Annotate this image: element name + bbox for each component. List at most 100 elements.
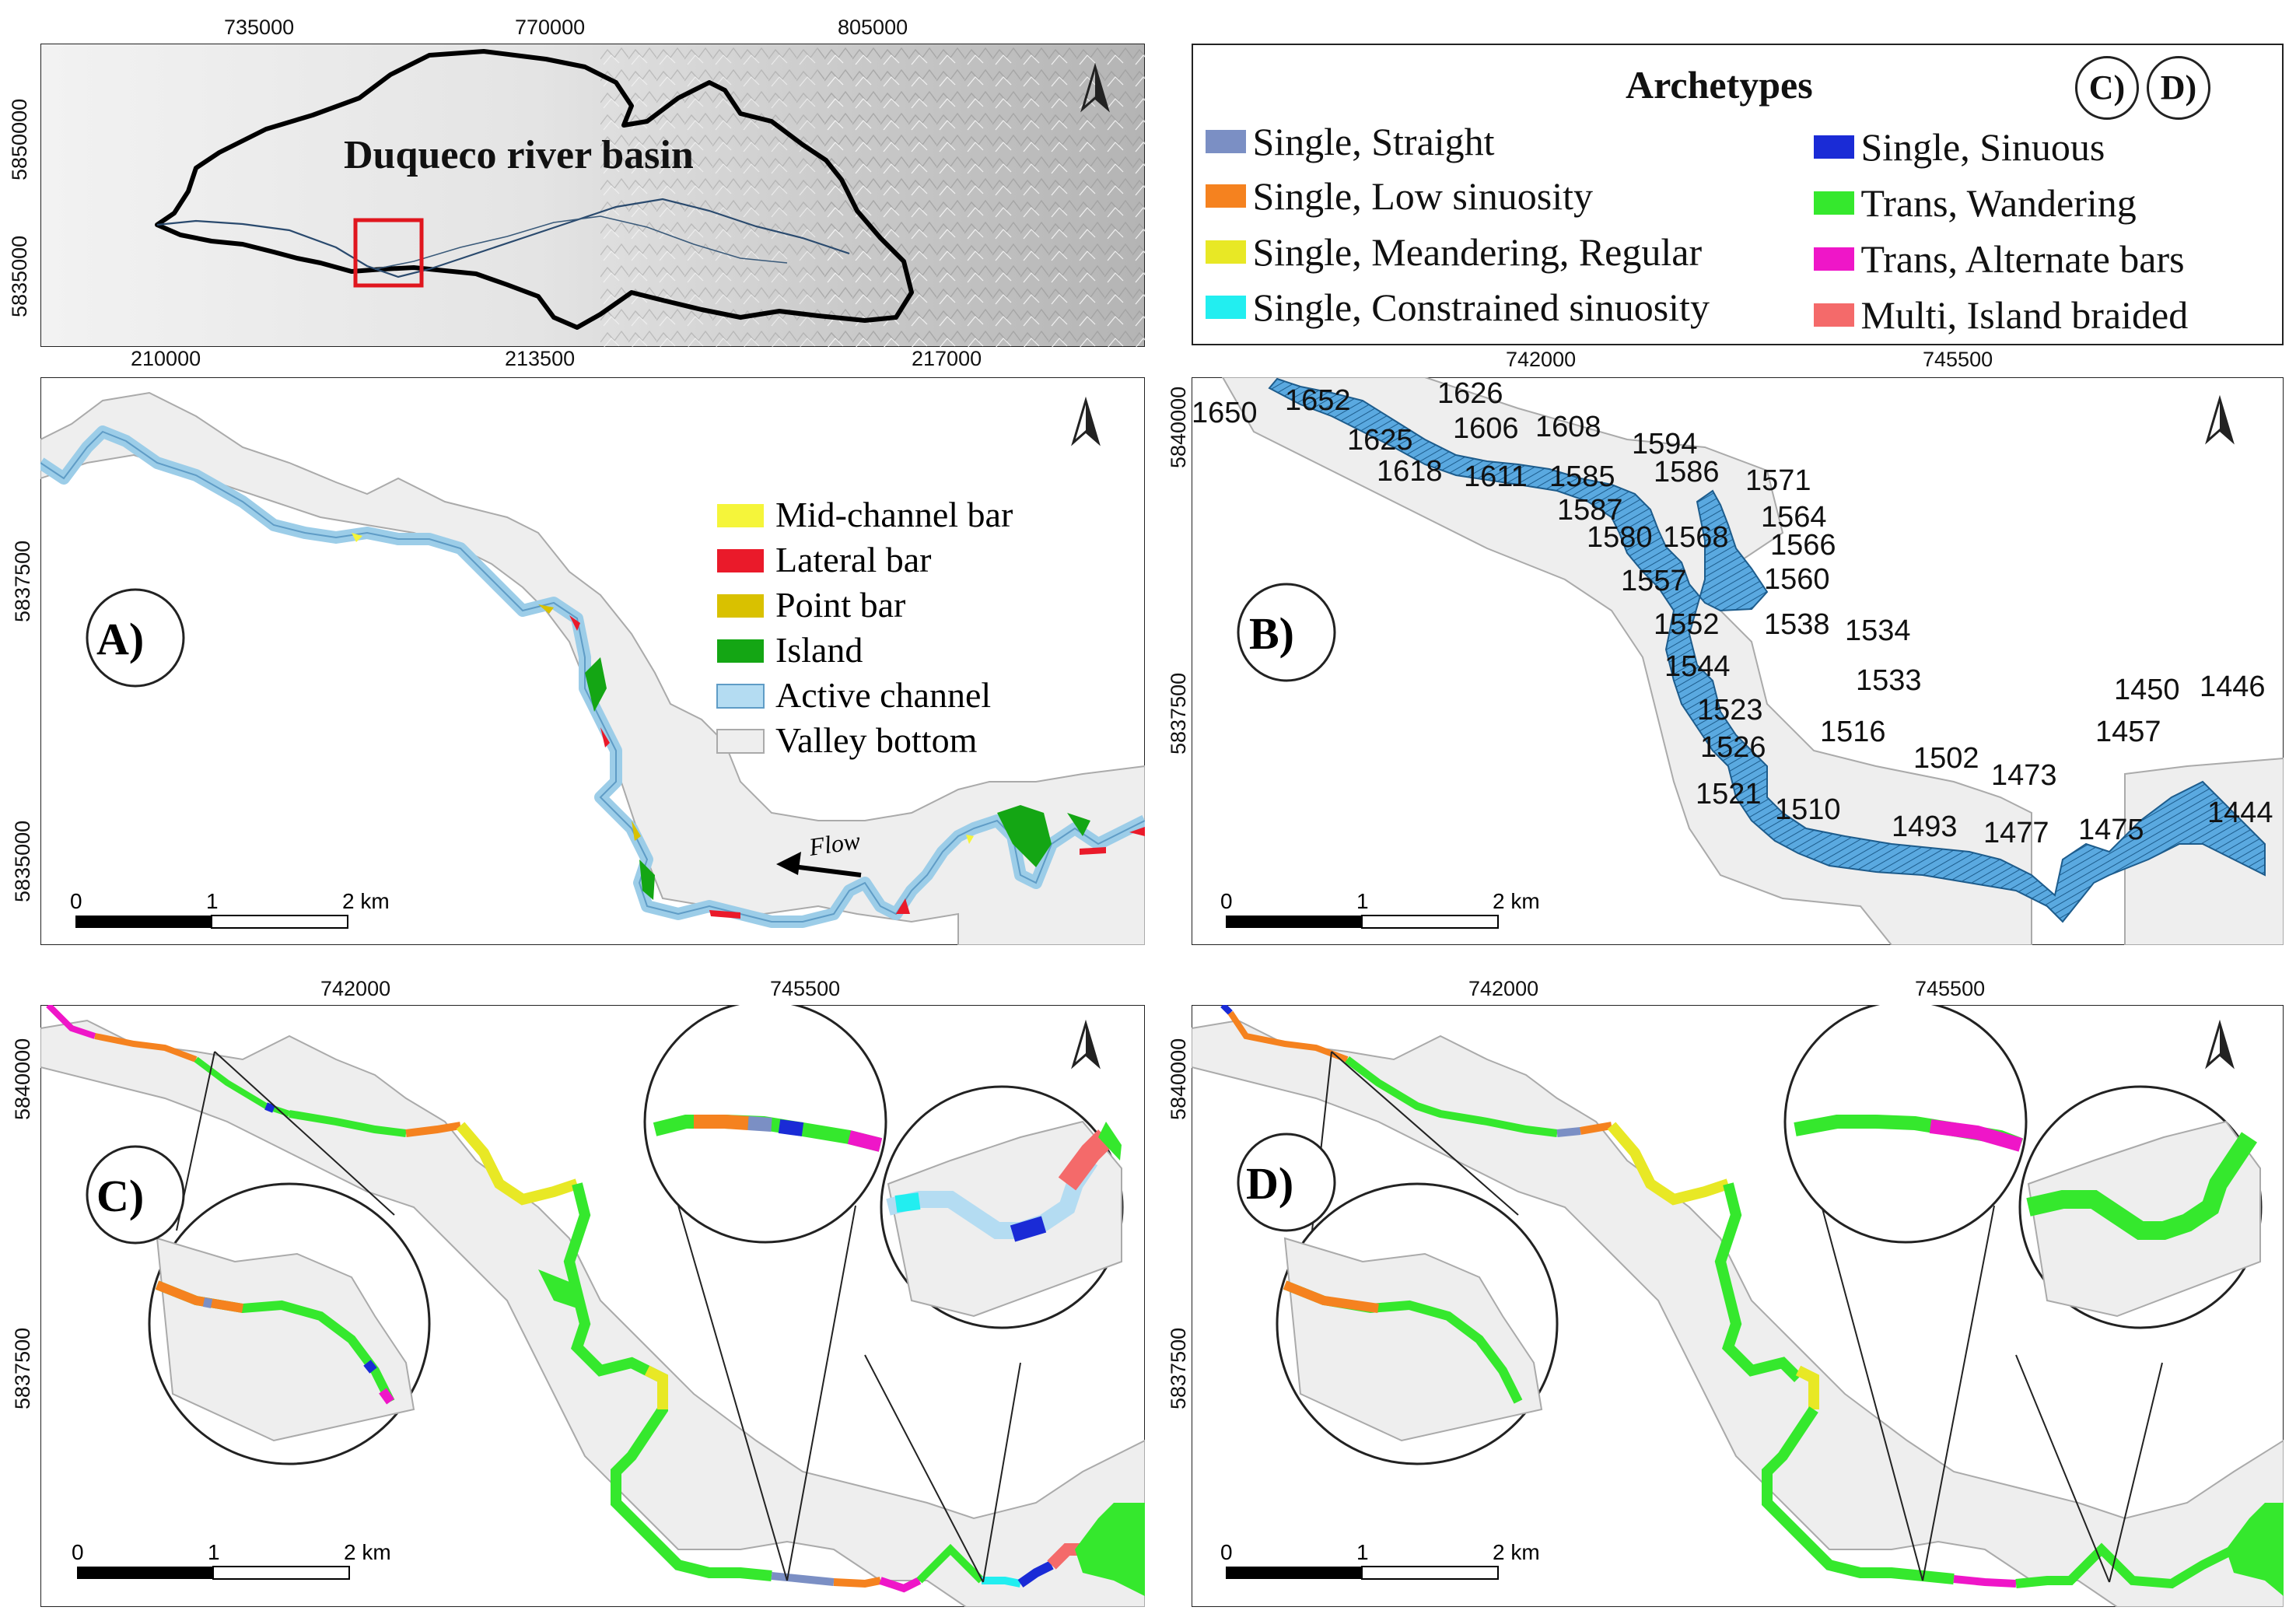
panel-a-left-tick: 5835000 xyxy=(11,820,34,902)
panel-label: D) xyxy=(1246,1158,1293,1209)
legend-item: Single, Constrained sinuosity xyxy=(1206,285,1710,330)
overview-title: Duqueco river basin xyxy=(344,133,694,177)
lateral-bar xyxy=(1080,847,1106,855)
panel-d-map: D) 0 1 2 km xyxy=(1192,1005,2284,1607)
elevation-label: 1534 xyxy=(1845,614,1911,647)
panel-b-left-tick: 5840000 xyxy=(1167,386,1190,468)
elevation-label: 1444 xyxy=(2207,796,2273,829)
panel-label: B) xyxy=(1249,608,1294,659)
flow-arrow-icon: Flow xyxy=(776,826,863,877)
panel-b-top-tick: 745500 xyxy=(1923,348,1993,371)
panel-label-circle xyxy=(86,588,185,688)
legend-label: Active channel xyxy=(775,675,991,715)
overview-top-tick: 805000 xyxy=(838,16,908,39)
elevation-label: 1475 xyxy=(2078,814,2144,846)
legend-label: Island xyxy=(775,630,863,670)
panel-label: A) xyxy=(96,614,144,664)
legend-label: Single, Sinuous xyxy=(1860,125,2105,169)
study-area-box xyxy=(353,218,424,288)
overview-bottom-tick: 213500 xyxy=(505,347,576,370)
scale-label: 2 km xyxy=(342,889,390,913)
mid-channel-bar xyxy=(966,835,974,844)
elevation-label: 1510 xyxy=(1775,793,1841,826)
legend-badge-d: D) xyxy=(2147,56,2210,120)
legend-label: Single, Meandering, Regular xyxy=(1252,230,1703,274)
overview-top-tick: 770000 xyxy=(515,16,586,39)
legend-swatch xyxy=(717,594,764,618)
elevation-label: 1446 xyxy=(2200,670,2266,703)
legend-label: Valley bottom xyxy=(775,720,978,760)
elevation-label: 1533 xyxy=(1856,664,1922,697)
legend-label: Trans, Wandering xyxy=(1860,181,2137,225)
elevation-label: 1580 xyxy=(1587,521,1653,554)
elevation-label: 1502 xyxy=(1913,742,1979,775)
legend-swatch xyxy=(716,729,765,754)
lateral-bar xyxy=(896,898,910,914)
overview-left-tick: 5835000 xyxy=(8,235,31,317)
zoom-inset xyxy=(880,1085,1124,1329)
scale-label: 2 km xyxy=(344,1540,391,1564)
elevation-label: 1457 xyxy=(2095,716,2161,748)
legend-swatch xyxy=(717,504,764,527)
overview-left-tick: 5850000 xyxy=(8,98,31,180)
panel-a-map: A) Mid-channel bar Lateral bar Point bar… xyxy=(40,377,1145,945)
zoom-inset xyxy=(148,1182,431,1465)
scale-label: 0 xyxy=(1220,889,1233,913)
legend-label: Lateral bar xyxy=(775,540,931,579)
legend-swatch xyxy=(1206,130,1246,153)
legend-item: Single, Low sinuosity xyxy=(1206,173,1593,219)
point-bar xyxy=(632,821,641,841)
scale-bar: 0 1 2 km xyxy=(70,889,390,929)
archetype-legend: Archetypes C) D) Single, Straight Single… xyxy=(1192,44,2284,345)
panel-c-top-tick: 745500 xyxy=(770,977,841,1000)
legend-swatch xyxy=(1814,135,1854,159)
legend-item: Trans, Wandering xyxy=(1814,180,2137,226)
elevation-label: 1493 xyxy=(1892,810,1958,843)
elevation-label: 1516 xyxy=(1820,716,1886,748)
legend-swatch xyxy=(717,549,764,572)
north-arrow-icon xyxy=(1071,1019,1101,1070)
elevation-label: 1450 xyxy=(2114,674,2180,706)
scale-label: 1 xyxy=(1356,889,1369,913)
elevation-label: 1586 xyxy=(1654,456,1720,488)
elevation-label: 1477 xyxy=(1983,817,2049,849)
legend-swatch xyxy=(1206,184,1246,208)
scale-label: 0 xyxy=(70,889,82,913)
elevation-label: 1587 xyxy=(1557,494,1623,527)
panel-c-left-tick: 5837500 xyxy=(11,1327,34,1409)
elevation-label: 1566 xyxy=(1770,529,1836,562)
elevation-label: 1544 xyxy=(1664,650,1731,683)
panel-label-circle xyxy=(86,1145,185,1245)
overview-top-tick: 735000 xyxy=(224,16,295,39)
panel-c-left-tick: 5840000 xyxy=(11,1038,34,1120)
zoom-inset xyxy=(1783,1005,2028,1244)
elevation-label: 1571 xyxy=(1745,464,1811,497)
elevation-label: 1538 xyxy=(1764,608,1830,641)
longitudinal-profile xyxy=(1268,377,2266,923)
legend-item: Single, Meandering, Regular xyxy=(1206,229,1702,275)
legend-swatch xyxy=(1206,240,1246,264)
panel-c-top-tick: 742000 xyxy=(320,977,391,1000)
legend-item: Trans, Alternate bars xyxy=(1814,236,2185,282)
legend-swatch xyxy=(1206,296,1246,319)
scale-label: 1 xyxy=(206,889,219,913)
panel-d-top-tick: 745500 xyxy=(1915,977,1986,1000)
legend-swatch xyxy=(1814,191,1854,215)
panel-a-legend: Mid-channel bar Lateral bar Point bar Is… xyxy=(716,495,1013,760)
panel-d-top-tick: 742000 xyxy=(1468,977,1539,1000)
legend-item: Multi, Island braided xyxy=(1814,292,2188,338)
legend-label: Single, Low sinuosity xyxy=(1252,174,1593,218)
elevation-labels: 1650 1652 1626 1625 1606 1608 1594 1618 … xyxy=(1192,377,2273,849)
lateral-bar xyxy=(600,727,610,747)
legend-label: Single, Straight xyxy=(1252,120,1495,163)
legend-label: Trans, Alternate bars xyxy=(1860,237,2185,281)
scale-label: 0 xyxy=(1220,1540,1233,1564)
north-arrow-icon xyxy=(1080,62,1110,113)
north-arrow-icon xyxy=(1071,396,1101,446)
elevation-label: 1557 xyxy=(1621,565,1687,597)
elevation-label: 1568 xyxy=(1663,521,1729,554)
elevation-label: 1594 xyxy=(1632,428,1698,460)
island xyxy=(639,860,655,900)
elevation-label: 1560 xyxy=(1764,563,1830,596)
scale-label: 0 xyxy=(72,1540,84,1564)
